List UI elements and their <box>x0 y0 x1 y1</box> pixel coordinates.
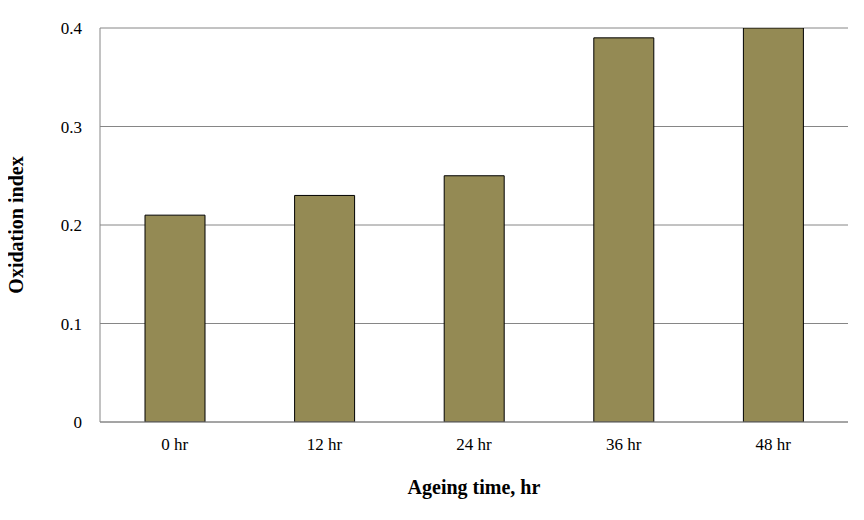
svg-text:Ageing time, hr: Ageing time, hr <box>408 476 541 499</box>
svg-text:12 hr: 12 hr <box>307 435 343 454</box>
svg-text:0 hr: 0 hr <box>161 435 188 454</box>
svg-text:Oxidation index: Oxidation index <box>8 156 27 293</box>
svg-text:36 hr: 36 hr <box>606 435 642 454</box>
svg-text:0.2: 0.2 <box>61 216 82 235</box>
svg-text:0.3: 0.3 <box>61 118 82 137</box>
svg-text:0.4: 0.4 <box>61 19 83 38</box>
svg-text:0.1: 0.1 <box>61 315 82 334</box>
svg-text:24 hr: 24 hr <box>456 435 492 454</box>
svg-text:0: 0 <box>74 413 83 432</box>
svg-text:48 hr: 48 hr <box>755 435 791 454</box>
